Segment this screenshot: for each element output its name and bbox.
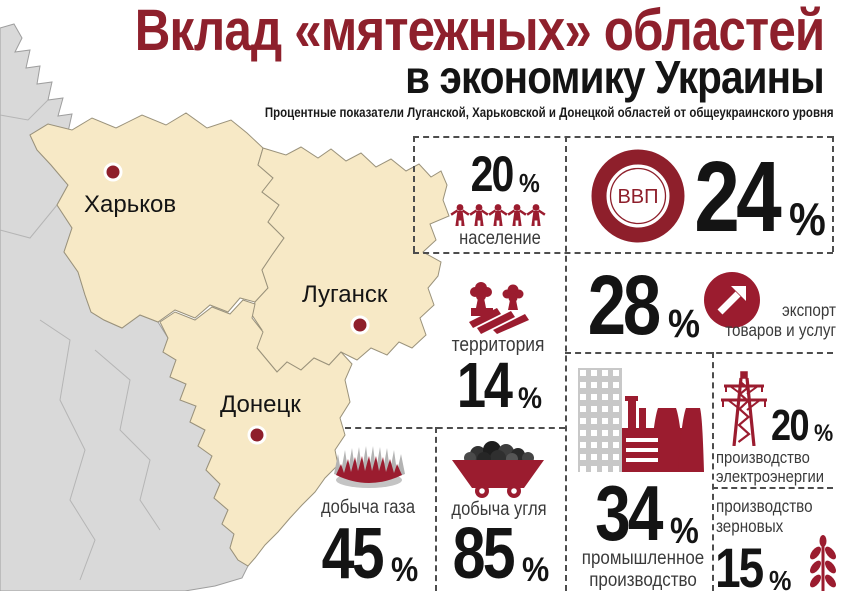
power-pylon-icon bbox=[721, 371, 767, 446]
coal-cart-icon bbox=[452, 441, 544, 498]
divider bbox=[435, 427, 437, 591]
territory-label: территория bbox=[451, 334, 545, 356]
divider bbox=[413, 136, 415, 252]
industry-label: промышленное производство bbox=[581, 547, 705, 591]
territory-value: 14% bbox=[456, 349, 543, 421]
population-label: население bbox=[459, 228, 541, 249]
divider bbox=[413, 136, 833, 138]
divider bbox=[712, 487, 833, 489]
divider bbox=[413, 252, 833, 254]
city-label-kharkiv: Харьков bbox=[84, 191, 177, 218]
divider bbox=[345, 427, 565, 429]
territory-trees-icon bbox=[469, 282, 529, 334]
people-icon bbox=[450, 204, 546, 226]
coal-label: добыча угля bbox=[451, 499, 547, 520]
gdp-value: 24% bbox=[694, 141, 826, 253]
city-label-luhansk: Луганск bbox=[302, 281, 388, 308]
coal-value: 85% bbox=[452, 514, 549, 591]
export-value: 28% bbox=[587, 258, 701, 352]
map-inner-borders bbox=[0, 99, 161, 581]
divider bbox=[565, 136, 567, 591]
page-title-second-line: в экономику Украины bbox=[405, 51, 825, 103]
map-luhansk-region bbox=[251, 146, 450, 373]
kharkiv-city-dot bbox=[103, 162, 123, 182]
gdp-label: ВВП bbox=[617, 186, 658, 208]
gas-label: добыча газа bbox=[320, 497, 416, 518]
divider bbox=[832, 136, 834, 252]
page-title: Вклад «мятежных» областей bbox=[134, 0, 825, 63]
divider bbox=[565, 352, 833, 354]
factory-icon bbox=[578, 368, 704, 472]
gdp-ring-icon: ВВП bbox=[591, 149, 685, 243]
ukraine-map bbox=[0, 23, 450, 591]
page-subtitle: Процентные показатели Луганской, Харьков… bbox=[265, 104, 834, 120]
grain-value: 15% bbox=[715, 536, 792, 591]
industry-value: 34% bbox=[595, 469, 699, 557]
export-label: экспорт товаров и услуг bbox=[725, 300, 836, 340]
luhansk-city-dot bbox=[350, 315, 370, 335]
electricity-label: производство электроэнергии bbox=[716, 448, 825, 487]
electricity-value: 20% bbox=[770, 401, 834, 450]
gas-value: 45% bbox=[321, 514, 418, 591]
wheat-icon bbox=[809, 535, 837, 591]
export-arrow-icon bbox=[704, 272, 760, 328]
city-label-donetsk: Донецк bbox=[220, 391, 301, 418]
donetsk-city-dot bbox=[247, 425, 267, 445]
divider bbox=[712, 352, 714, 591]
population-value: 20% bbox=[470, 146, 540, 202]
gas-flame-icon bbox=[334, 446, 405, 488]
grain-label: производство зерновых bbox=[716, 496, 813, 536]
